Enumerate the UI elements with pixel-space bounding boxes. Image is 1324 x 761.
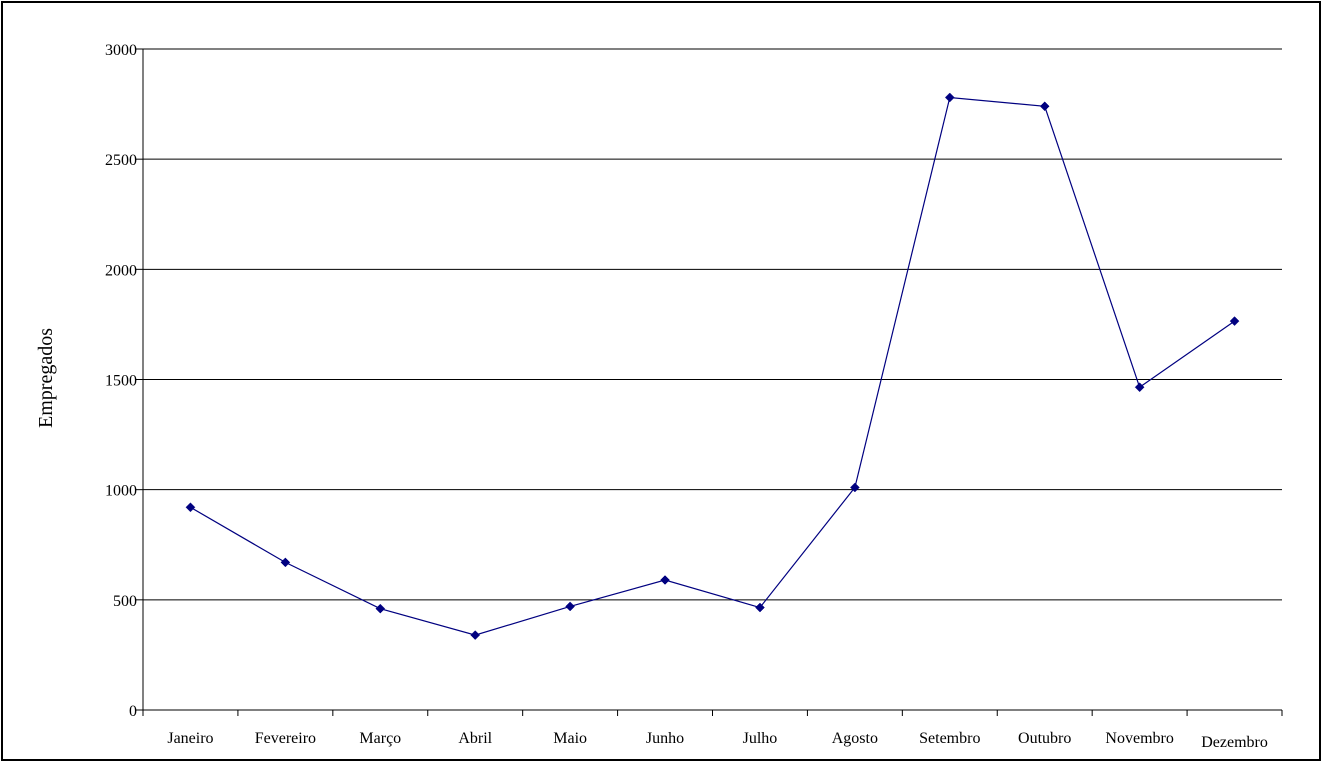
y-tick-label: 500 — [113, 593, 137, 610]
x-tick-label: Fevereiro — [255, 730, 316, 747]
y-tick-label: 0 — [129, 703, 137, 720]
data-point — [1134, 382, 1145, 393]
y-tick-label: 2500 — [105, 152, 137, 169]
x-tick-label: Junho — [646, 730, 684, 747]
data-point — [470, 630, 481, 640]
data-point — [755, 602, 765, 613]
x-tick-label: Setembro — [919, 730, 980, 747]
data-point — [280, 557, 291, 568]
x-tick-label: Janeiro — [167, 730, 213, 747]
x-tick-label: Agosto — [832, 730, 878, 747]
data-point — [944, 92, 955, 103]
gridlines — [143, 48, 1282, 601]
x-tick-label: Abril — [458, 730, 492, 747]
axes — [136, 48, 1283, 716]
data-point — [1229, 316, 1240, 326]
data-point — [185, 502, 196, 513]
series — [185, 92, 1240, 640]
data-point — [375, 603, 386, 614]
y-tick-label: 1500 — [105, 373, 137, 390]
x-tick-label: Maio — [553, 730, 587, 747]
data-point — [1039, 101, 1050, 112]
x-tick-label: Julho — [743, 730, 778, 747]
data-point — [565, 601, 575, 612]
data-point — [660, 575, 670, 585]
y-tick-label: 3000 — [105, 42, 137, 59]
y-tick-label: 2000 — [105, 262, 137, 279]
data-point — [850, 482, 860, 493]
x-tick-label: Dezembro — [1201, 734, 1268, 751]
x-tick-label: Outubro — [1018, 730, 1071, 747]
x-tick-label: Novembro — [1105, 730, 1173, 747]
y-tick-label: 1000 — [105, 483, 137, 500]
y-tick-labels: 0 500 1000 1500 2000 2500 3000 — [105, 42, 137, 720]
y-axis-title: Empregados — [35, 328, 57, 428]
x-tick-label: Março — [359, 730, 401, 747]
x-tick-labels: Janeiro Fevereiro Março Abril Maio Junho Julho… — [167, 730, 1268, 751]
series-line — [190, 96, 1235, 636]
